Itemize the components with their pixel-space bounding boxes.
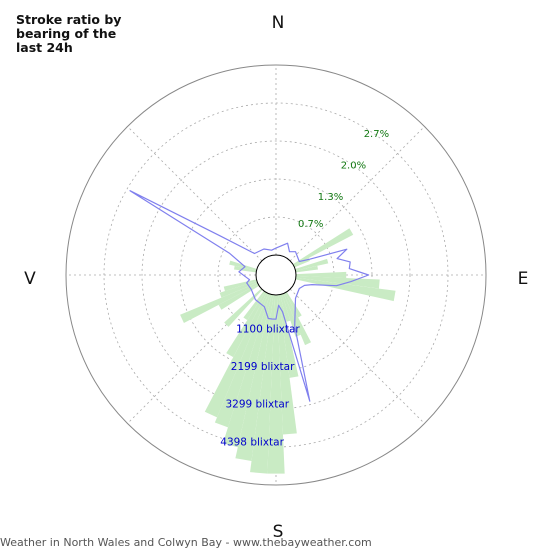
count-tick-label: 4398 blixtar	[220, 436, 284, 448]
grid-outer-ring	[65, 64, 487, 486]
footer-credit: Weather in North Wales and Colwyn Bay - …	[0, 536, 372, 549]
percent-tick-label: 2.7%	[364, 129, 389, 140]
percent-tick-label: 1.3%	[318, 192, 343, 203]
chart-title: Stroke ratio by bearing of the last 24h	[16, 12, 122, 55]
direction-west-label: V	[24, 269, 36, 289]
ratio-bar	[267, 294, 285, 474]
direction-south-label: S	[273, 522, 284, 542]
ratio-bar	[292, 228, 354, 266]
ratio-bar	[223, 279, 257, 292]
ratio-bar	[295, 265, 318, 273]
count-tick-label: 3299 blixtar	[225, 399, 289, 411]
count-line	[129, 190, 370, 402]
ratio-bar	[214, 293, 270, 428]
ratio-bar	[295, 277, 396, 302]
percent-tick-labels: 0.7% 1.3% 2.0% 2.7%	[298, 129, 389, 230]
ratio-bar	[226, 291, 267, 358]
stroke-ratio-bars	[180, 228, 396, 474]
ratio-bar	[180, 282, 259, 323]
percent-tick-label: 0.7%	[298, 219, 323, 230]
ratio-bar	[295, 271, 347, 279]
grid-spoke	[289, 288, 425, 424]
count-tick-label: 2199 blixtar	[231, 361, 295, 373]
ratio-bar	[222, 294, 272, 448]
stroke-count-line	[129, 190, 370, 402]
direction-east-label: E	[518, 269, 529, 289]
ratio-bar	[283, 292, 312, 346]
ratio-bar	[243, 290, 266, 321]
ratio-bar	[235, 294, 274, 462]
ratio-bar	[282, 293, 301, 337]
ratio-bar	[295, 258, 329, 271]
ratio-bar	[204, 292, 269, 418]
ratio-bar	[276, 294, 297, 435]
ratio-bar	[234, 265, 257, 273]
count-tick-labels: 1100 blixtar 2199 blixtar 3299 blixtar 4398…	[220, 324, 300, 449]
percent-tick-label: 2.0%	[341, 160, 366, 171]
ratio-bar	[218, 284, 260, 310]
grid-spoke	[127, 126, 263, 262]
count-tick-label: 1100 blixtar	[236, 324, 300, 336]
ratio-bar	[280, 294, 291, 322]
ratio-bar	[250, 294, 276, 474]
direction-north-label: N	[272, 13, 285, 33]
center-hole	[255, 254, 297, 296]
ratio-bar	[224, 288, 263, 327]
grid-spoke	[289, 126, 425, 262]
center-circle	[255, 254, 297, 296]
ratio-bar	[285, 291, 302, 318]
